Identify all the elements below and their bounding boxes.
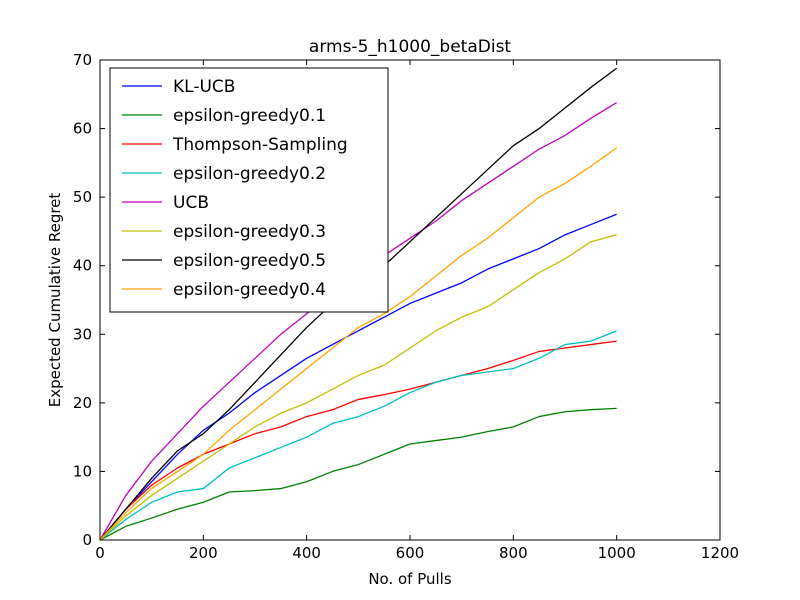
y-tick-label: 70 (73, 51, 92, 69)
y-tick-label: 0 (82, 531, 92, 549)
legend-label: UCB (173, 193, 209, 213)
legend: KL-UCB epsilon-greedy0.1 Thompson-Sampling… (109, 67, 389, 313)
x-tick-label: 0 (95, 544, 105, 562)
legend-label: KL-UCB (173, 77, 235, 97)
legend-label: epsilon-greedy0.2 (173, 164, 326, 184)
legend-box (109, 67, 389, 313)
legend-label: epsilon-greedy0.1 (173, 106, 326, 126)
x-tick-label: 600 (396, 544, 425, 562)
x-tick-label: 1000 (598, 544, 636, 562)
axes-layer: 0 200 400 600 800 1000 1200 0 10 20 30 40 50 60 70 (73, 51, 739, 562)
y-tick-label: 50 (73, 188, 92, 206)
y-axis-title: Expected Cumulative Regret (46, 193, 64, 408)
series-line-kl-ucb (99, 213, 617, 541)
series-line-epsilon-greedy0-4 (99, 147, 618, 541)
legend-label: epsilon-greedy0.3 (173, 222, 326, 242)
y-tick-label: 60 (73, 120, 92, 138)
series-line-thompson-sampling (99, 340, 617, 541)
x-tick-label: 1200 (701, 544, 739, 562)
chart-title: arms-5_h1000_betaDist (309, 37, 512, 57)
y-tick-label: 40 (73, 257, 92, 275)
legend-label: epsilon-greedy0.5 (173, 251, 326, 271)
x-axis-title: No. of Pulls (368, 570, 452, 588)
y-tick-label: 10 (73, 462, 92, 480)
x-tick-label: 200 (189, 544, 218, 562)
series-line-epsilon-greedy0-3 (99, 234, 617, 541)
series-line-epsilon-greedy0-2 (99, 330, 617, 541)
legend-label: Thompson-Sampling (172, 135, 348, 155)
x-tick-label: 800 (499, 544, 528, 562)
y-tick-label: 30 (73, 325, 92, 343)
y-tick-label: 20 (73, 394, 92, 412)
series-line-epsilon-greedy0-1 (99, 407, 617, 541)
legend-label: epsilon-greedy0.4 (173, 280, 326, 300)
x-tick-label: 400 (292, 544, 321, 562)
